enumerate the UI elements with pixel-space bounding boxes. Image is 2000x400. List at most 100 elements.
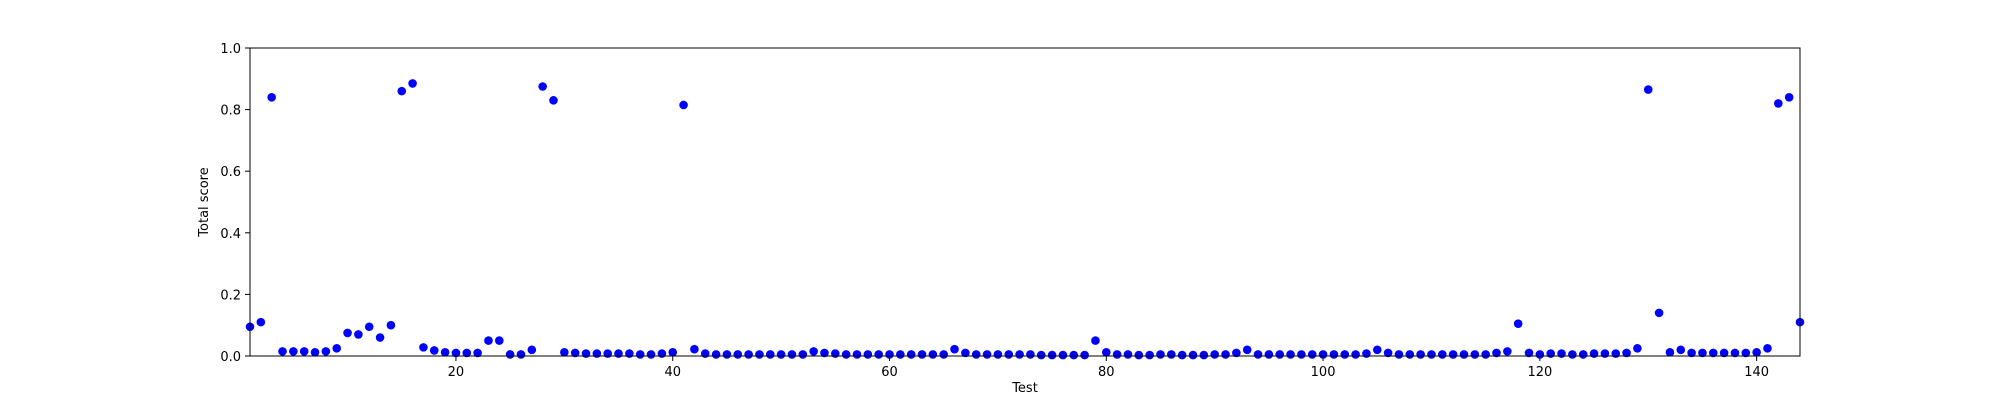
point [1004,350,1014,359]
point [560,348,569,357]
point [1503,347,1512,356]
point [299,347,309,356]
point [1622,348,1631,358]
point [516,350,526,359]
point [1015,350,1024,359]
point [1784,92,1794,102]
x-tick-label: 100 [1311,365,1336,380]
point [1633,344,1642,353]
point [570,348,580,358]
point [1654,308,1664,318]
point [505,350,515,359]
point [939,350,949,359]
point [971,350,981,359]
point [928,350,938,359]
point [1318,350,1328,359]
point [1275,350,1285,359]
point [1394,350,1404,359]
point [961,348,970,358]
point [1069,350,1079,360]
point [1372,345,1382,355]
point [1752,348,1761,357]
point [1438,350,1447,359]
point [1101,348,1111,357]
point [733,350,743,359]
point [278,347,287,356]
point [765,350,775,359]
point [1329,350,1339,359]
point [809,347,818,356]
plot-frame [249,47,1801,357]
point [722,350,732,359]
point [375,333,385,342]
point [1307,350,1317,359]
point [289,347,298,356]
point [386,320,396,330]
point [690,344,699,354]
point [1665,348,1675,357]
point [1221,350,1230,359]
point [1719,348,1729,358]
point [744,350,753,359]
y-tick-label: 0.2 [220,288,241,303]
point [419,343,428,352]
point [841,350,851,359]
point [1340,350,1350,359]
point [1730,348,1740,358]
point [1405,350,1415,359]
point [495,336,504,345]
point [1091,336,1100,345]
point [852,350,862,359]
point [1568,350,1577,359]
x-tick-label: 20 [448,365,465,380]
point [321,347,331,356]
point [863,350,873,359]
point [1676,345,1686,355]
point [1351,350,1360,359]
y-axis-label: Total score [197,167,212,237]
y-tick-label: 0.4 [220,227,241,242]
point [1698,348,1707,358]
point [267,92,276,102]
point [1026,350,1035,359]
point [1253,350,1263,359]
point [1774,99,1783,108]
point [1708,348,1718,358]
point [440,348,450,357]
point [1470,350,1480,359]
point [1232,348,1241,358]
point [1611,349,1621,358]
x-axis-label: Test [1011,381,1038,396]
point [592,349,602,358]
point [755,350,764,359]
point [1416,350,1425,359]
point [1763,344,1772,353]
point [462,348,472,358]
point [1427,350,1436,359]
point [896,350,905,359]
point [1643,85,1653,94]
point [1156,350,1165,359]
point [364,322,374,332]
point [332,344,342,353]
point [1297,350,1306,359]
point [484,336,493,345]
point [1448,350,1458,359]
point [1167,350,1176,359]
point [1687,348,1696,358]
point [1047,350,1057,360]
point [1578,350,1588,359]
point [354,330,363,339]
point [776,350,786,359]
point [614,349,623,358]
point [1058,350,1068,360]
point [657,349,667,358]
x-tick-label: 40 [664,365,681,380]
point [1524,348,1534,358]
point [1112,350,1122,359]
point [1286,350,1295,359]
point [1362,349,1371,358]
point [1383,348,1393,358]
